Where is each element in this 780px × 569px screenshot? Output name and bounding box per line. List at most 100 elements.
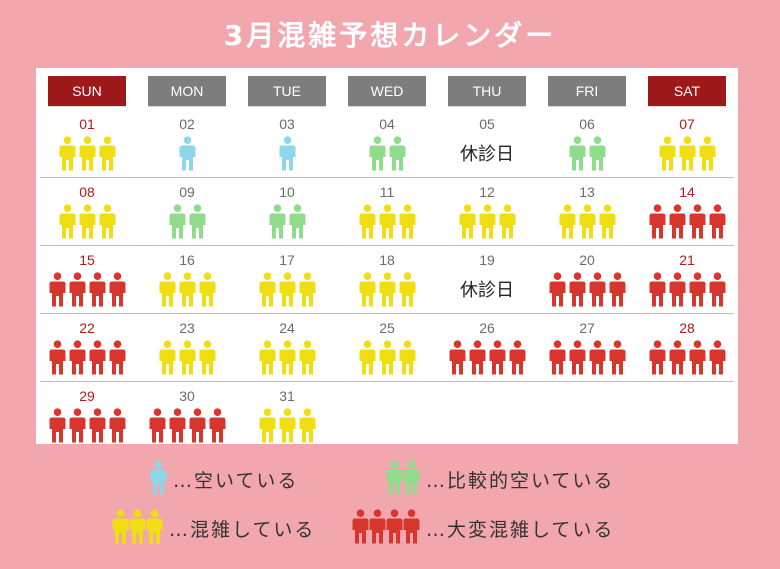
person-icon xyxy=(609,272,625,307)
closed-label: 休診日 xyxy=(460,144,514,165)
person-icon xyxy=(109,340,125,375)
person-icon xyxy=(59,136,75,171)
person-icon xyxy=(89,408,105,443)
day-cell: 08 xyxy=(37,178,137,246)
person-icon xyxy=(386,460,403,495)
crowd-level-very-crowded xyxy=(37,340,137,376)
person-icon xyxy=(189,204,205,239)
person-icon xyxy=(169,204,185,239)
crowd-level-crowded xyxy=(637,136,737,172)
person-icon xyxy=(49,272,65,307)
day-cell: 17 xyxy=(237,246,337,314)
person-icon xyxy=(112,509,129,544)
day-number: 05 xyxy=(479,116,495,132)
weekday-header-wed: WED xyxy=(348,76,426,106)
day-cell: 30 xyxy=(137,382,237,450)
person-icon xyxy=(199,272,215,307)
person-icon xyxy=(689,272,705,307)
person-icon xyxy=(279,136,295,171)
crowd-level-very-crowded xyxy=(437,340,537,376)
crowd-level-fairly-empty xyxy=(537,136,637,172)
week-divider xyxy=(40,245,734,246)
person-icon xyxy=(269,204,285,239)
day-number: 29 xyxy=(79,388,95,404)
person-icon xyxy=(352,509,369,544)
crowd-level-empty xyxy=(137,136,237,172)
day-number: 22 xyxy=(79,320,95,336)
legend-very-crowded: …大変混雑している xyxy=(352,509,614,548)
person-icon xyxy=(599,204,615,239)
person-icon xyxy=(109,408,125,443)
day-cell: 31 xyxy=(237,382,337,450)
weekday-header-sun: SUN xyxy=(48,76,126,106)
person-icon xyxy=(559,204,575,239)
crowd-level-very-crowded xyxy=(637,272,737,308)
day-cell: 16 xyxy=(137,246,237,314)
person-icon xyxy=(89,340,105,375)
day-cell: 20 xyxy=(537,246,637,314)
day-cell: 01 xyxy=(37,110,137,178)
person-icon xyxy=(259,272,275,307)
person-icon xyxy=(299,272,315,307)
person-icon xyxy=(389,136,405,171)
day-number: 21 xyxy=(679,252,695,268)
person-icon xyxy=(99,136,115,171)
person-icon xyxy=(649,204,665,239)
person-icon xyxy=(369,509,386,544)
person-icon xyxy=(79,204,95,239)
person-icon xyxy=(209,408,225,443)
weekday-header-thu: THU xyxy=(448,76,526,106)
person-icon xyxy=(569,340,585,375)
day-cell: 02 xyxy=(137,110,237,178)
day-number: 11 xyxy=(379,184,395,200)
day-cell: 07 xyxy=(637,110,737,178)
person-icon xyxy=(69,272,85,307)
crowd-level-crowded xyxy=(237,272,337,308)
day-number: 07 xyxy=(679,116,695,132)
legend-fairly-empty: …比較的空いている xyxy=(386,460,614,499)
person-icon xyxy=(403,460,420,495)
legend-fairly-empty-icon xyxy=(386,460,420,499)
person-icon xyxy=(709,272,725,307)
crowd-level-fairly-empty xyxy=(237,204,337,240)
day-number: 06 xyxy=(579,116,595,132)
day-number: 14 xyxy=(679,184,695,200)
day-number: 09 xyxy=(179,184,195,200)
day-cell: 24 xyxy=(237,314,337,382)
person-icon xyxy=(379,340,395,375)
crowd-level-very-crowded xyxy=(537,272,637,308)
person-icon xyxy=(379,272,395,307)
person-icon xyxy=(499,204,515,239)
day-number: 31 xyxy=(279,388,295,404)
crowd-level-crowded xyxy=(337,272,437,308)
person-icon xyxy=(689,204,705,239)
day-cell: 21 xyxy=(637,246,737,314)
day-number: 30 xyxy=(179,388,195,404)
day-cell: 03 xyxy=(237,110,337,178)
weekday-header-sat: SAT xyxy=(648,76,726,106)
person-icon xyxy=(549,340,565,375)
person-icon xyxy=(279,408,295,443)
crowd-level-crowded xyxy=(537,204,637,240)
day-cell: 05 休診日 xyxy=(437,110,537,178)
person-icon xyxy=(679,136,695,171)
legend-crowded-icon xyxy=(112,509,163,548)
person-icon xyxy=(129,509,146,544)
day-number: 08 xyxy=(79,184,95,200)
day-cell: 12 xyxy=(437,178,537,246)
person-icon xyxy=(179,272,195,307)
person-icon xyxy=(259,340,275,375)
person-icon xyxy=(199,340,215,375)
person-icon xyxy=(479,204,495,239)
day-number: 15 xyxy=(79,252,95,268)
person-icon xyxy=(79,136,95,171)
weekday-header-mon: MON xyxy=(148,76,226,106)
crowd-level-crowded xyxy=(37,204,137,240)
day-cell: 09 xyxy=(137,178,237,246)
day-number: 28 xyxy=(679,320,695,336)
crowd-level-crowded xyxy=(137,340,237,376)
week-divider xyxy=(40,177,734,178)
person-icon xyxy=(359,340,375,375)
day-cell: 11 xyxy=(337,178,437,246)
person-icon xyxy=(569,136,585,171)
